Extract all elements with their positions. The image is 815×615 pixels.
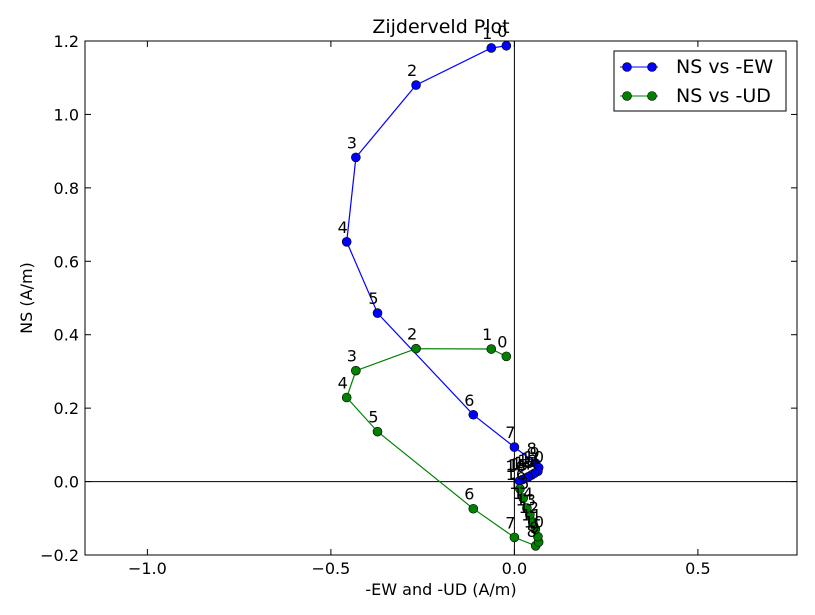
data-point xyxy=(351,152,361,163)
point-label: 15 xyxy=(508,456,528,475)
point-label: 1 xyxy=(482,24,492,43)
point-label: 7 xyxy=(505,423,515,442)
data-point xyxy=(411,80,421,90)
x-tick-label: −1.0 xyxy=(128,559,167,578)
data-point xyxy=(468,503,479,514)
data-point xyxy=(518,493,529,503)
y-tick-label: 0.6 xyxy=(54,252,79,271)
point-label: 8 xyxy=(527,439,537,458)
point-label: 14 xyxy=(513,484,533,503)
point-label: 0 xyxy=(497,332,507,351)
data-point xyxy=(411,343,421,354)
y-tick-label: −0.2 xyxy=(40,546,79,565)
data-point xyxy=(515,484,525,494)
point-label: 11 xyxy=(521,505,541,524)
data-point xyxy=(522,503,532,513)
legend-label-ns-vs-ew: NS vs -EW xyxy=(676,56,773,78)
data-point xyxy=(486,344,497,354)
point-label: 3 xyxy=(347,347,357,366)
data-point xyxy=(509,442,520,452)
point-label: 12 xyxy=(517,451,537,470)
point-label: 9 xyxy=(530,444,540,463)
x-tick-label: 0.0 xyxy=(502,559,527,578)
point-label: 13 xyxy=(516,491,536,510)
point-label: 10 xyxy=(524,513,544,532)
data-point xyxy=(468,409,479,420)
data-point xyxy=(501,351,512,362)
y-tick-label: 0.4 xyxy=(54,326,79,345)
point-label: 3 xyxy=(347,133,357,152)
y-tick-label: 0.8 xyxy=(54,179,79,198)
data-point xyxy=(372,426,383,437)
point-label: 11 xyxy=(520,449,540,468)
x-axis-title: -EW and -UD (A/m) xyxy=(365,580,516,599)
point-label: 2 xyxy=(407,325,417,344)
legend-marker-ns-vs-ud xyxy=(622,91,632,101)
y-tick-label: 0.0 xyxy=(54,473,79,492)
y-tick-label: 0.2 xyxy=(54,399,79,418)
point-label: 12 xyxy=(519,498,539,517)
point-label: 5 xyxy=(368,289,378,308)
point-label: 1 xyxy=(482,325,492,344)
point-label: 8 xyxy=(527,522,537,541)
plot-frame xyxy=(84,40,798,556)
y-tick-label: 1.0 xyxy=(54,105,79,124)
legend-marker-ns-vs-ud xyxy=(647,91,657,101)
point-label: 10 xyxy=(524,447,544,466)
point-label: 4 xyxy=(338,373,348,392)
legend-marker-ns-vs-ew xyxy=(622,62,632,72)
y-axis-title: NS (A/m) xyxy=(17,262,36,334)
point-label: 13 xyxy=(514,453,534,472)
data-point xyxy=(341,392,352,403)
point-label: 9 xyxy=(530,518,540,537)
legend: NS vs -EW NS vs -UD xyxy=(613,50,787,112)
point-label: 14 xyxy=(511,454,531,473)
axis-ticks: −1.0 −0.5 0.0 0.5 −0.2 0.0 0.2 0.4 0.6 0.8 1.0 1.2 xyxy=(40,32,797,578)
point-label: 5 xyxy=(368,408,378,427)
x-tick-label: 0.5 xyxy=(685,559,710,578)
data-point xyxy=(341,237,352,247)
legend-box xyxy=(613,50,787,112)
legend-marker-ns-vs-ew xyxy=(647,62,657,72)
data-point xyxy=(509,532,520,543)
chart-title: Zijderveld Plot xyxy=(372,16,509,38)
data-point xyxy=(372,308,383,318)
data-point xyxy=(501,40,512,51)
point-label: 4 xyxy=(338,218,348,237)
point-label: 2 xyxy=(407,61,417,80)
point-label: 16 xyxy=(505,457,525,476)
x-tick-label: −0.5 xyxy=(311,559,350,578)
legend-label-ns-vs-ud: NS vs -UD xyxy=(676,85,771,107)
point-label: 6 xyxy=(464,485,474,504)
point-label: 7 xyxy=(505,513,515,532)
point-label: 0 xyxy=(497,22,507,41)
y-tick-label: 1.2 xyxy=(54,32,79,51)
point-label: 16 xyxy=(506,465,526,484)
point-label: 15 xyxy=(509,474,529,493)
point-label: 6 xyxy=(464,391,474,410)
data-point xyxy=(486,43,497,53)
data-point xyxy=(351,365,361,376)
